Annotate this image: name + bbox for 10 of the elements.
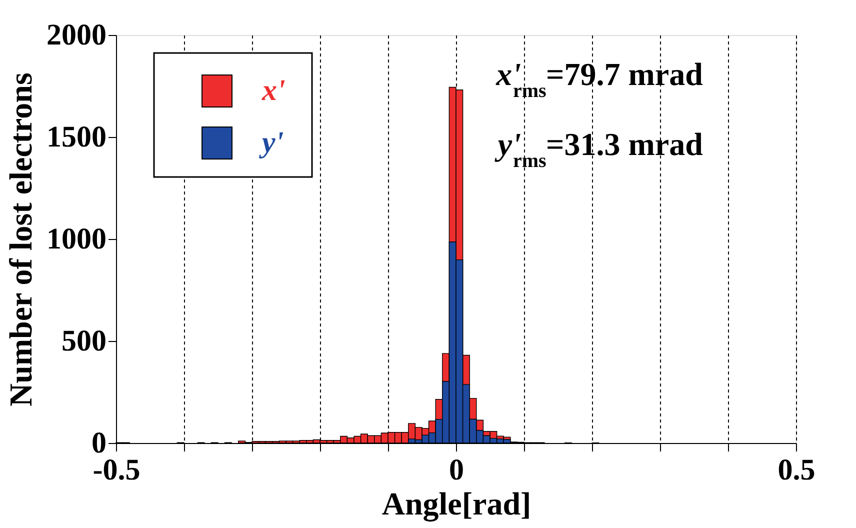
x-tick-label: 0.5 <box>778 454 816 486</box>
y-tick-label: 1500 <box>46 120 106 154</box>
y-tick-label: 2000 <box>46 18 106 52</box>
y-tick-label: 1000 <box>46 222 106 256</box>
y-axis-title: Number of lost electrons <box>2 72 38 406</box>
legend-label: y' <box>259 126 284 159</box>
x-axis-title: Angle[rad] <box>382 486 532 522</box>
x-tick-label: 0 <box>449 454 464 486</box>
y-tick-label: 500 <box>62 324 106 358</box>
legend-label: x' <box>261 74 286 107</box>
